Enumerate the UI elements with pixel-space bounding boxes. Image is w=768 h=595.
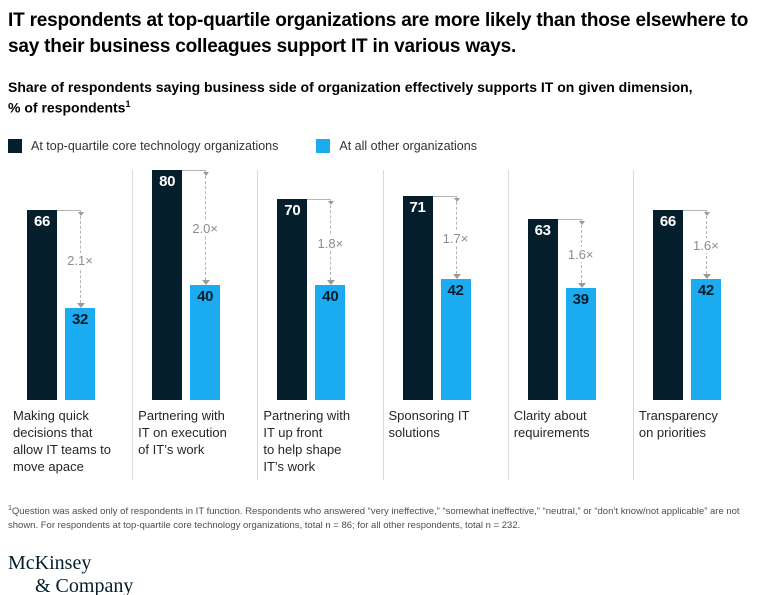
bar-top-quartile: 80 bbox=[152, 170, 183, 401]
multiplier-label: 2.0× bbox=[189, 221, 222, 237]
multiplier-label: 1.8× bbox=[314, 236, 347, 252]
bar-top-quartile: 63 bbox=[527, 219, 558, 401]
bar-value-label: 70 bbox=[284, 202, 301, 220]
connector-line bbox=[307, 199, 332, 201]
chart-group-quick-decisions: 2.1× 66 32 Making quick decisions that a… bbox=[8, 170, 132, 480]
bar-value-label: 40 bbox=[322, 288, 339, 306]
multiplier-label: 1.6× bbox=[564, 247, 597, 263]
bar-value-label: 40 bbox=[197, 288, 214, 306]
chart-subtitle: Share of respondents saying business sid… bbox=[8, 78, 758, 118]
bar-top-quartile: 71 bbox=[402, 196, 433, 401]
bar-value-label: 66 bbox=[659, 213, 676, 231]
arrowhead-down-icon bbox=[452, 274, 461, 280]
bar-pair: 1.6× 63 39 bbox=[527, 170, 628, 401]
bar-pair: 1.8× 70 40 bbox=[277, 170, 377, 401]
arrowhead-down-icon bbox=[77, 303, 85, 309]
footnote-text: Question was asked only of respondents i… bbox=[8, 506, 740, 531]
subtitle-line1: Share of respondents saying business sid… bbox=[8, 79, 693, 96]
bar-all-other: 32 bbox=[65, 308, 95, 401]
chart-group-clarity-requirements: 1.6× 63 39 Clarity about requirements bbox=[507, 170, 633, 481]
chart-group-sponsoring-it: 1.7× 71 42 Sponsoring IT solutions bbox=[382, 170, 508, 481]
bar-pair: 1.6× 66 42 bbox=[652, 170, 753, 401]
bar-value-label: 42 bbox=[697, 282, 714, 300]
arrowhead-top-icon bbox=[203, 172, 210, 177]
connector-line bbox=[682, 210, 707, 212]
bar-all-other: 39 bbox=[565, 288, 596, 401]
bar-pair: 2.1× 66 32 bbox=[27, 170, 127, 401]
mckinsey-logo: McKinsey & Company bbox=[8, 552, 758, 595]
chart-legend: At top-quartile core technology organiza… bbox=[8, 139, 758, 154]
arrowhead-down-icon bbox=[702, 274, 711, 280]
bar-value-label: 63 bbox=[534, 222, 551, 240]
legend-item-top-quartile: At top-quartile core technology organiza… bbox=[8, 139, 279, 154]
connector-line bbox=[182, 170, 207, 172]
footnote: 1Question was asked only of respondents … bbox=[8, 502, 758, 532]
bar-value-label: 66 bbox=[33, 213, 51, 231]
legend-label-top-quartile: At top-quartile core technology organiza… bbox=[31, 139, 279, 154]
chart-group-partnering-up-front: 1.8× 70 40 Partnering with IT up front t… bbox=[257, 170, 382, 481]
category-label: Sponsoring IT solutions bbox=[388, 408, 470, 441]
subtitle-line2: % of respondents bbox=[8, 99, 126, 116]
multiplier-label: 1.7× bbox=[439, 231, 472, 247]
arrowhead-top-icon bbox=[78, 212, 84, 217]
category-label: Making quick decisions that allow IT tea… bbox=[13, 408, 112, 475]
category-label: Partnering with IT on execution of IT’s … bbox=[138, 408, 227, 458]
chart-group-partnering-execution: 2.0× 80 40 Partnering with IT on executi… bbox=[132, 170, 257, 481]
connector-line bbox=[432, 196, 457, 198]
bar-chart: 2.1× 66 32 Making quick decisions that a… bbox=[8, 170, 758, 481]
bar-value-label: 39 bbox=[572, 291, 589, 309]
subtitle-footnote-marker: 1 bbox=[125, 98, 131, 109]
bar-value-label: 42 bbox=[447, 282, 464, 300]
bar-top-quartile: 66 bbox=[27, 210, 57, 401]
category-label: Clarity about requirements bbox=[513, 408, 590, 441]
multiplier-label: 1.6× bbox=[690, 238, 722, 254]
connector-line bbox=[557, 219, 582, 221]
legend-swatch-dark-icon bbox=[8, 139, 22, 154]
footnote-marker: 1 bbox=[8, 505, 12, 513]
bar-top-quartile: 70 bbox=[277, 199, 308, 401]
logo-line1: McKinsey bbox=[8, 552, 92, 575]
legend-item-all-other: At all other organizations bbox=[316, 139, 477, 154]
logo-line2: & Company bbox=[35, 575, 134, 595]
category-label: Transparency on priorities bbox=[638, 408, 718, 441]
arrowhead-down-icon bbox=[202, 280, 211, 286]
bar-top-quartile: 66 bbox=[652, 210, 683, 401]
chart-title: IT respondents at top-quartile organizat… bbox=[8, 10, 749, 57]
legend-swatch-blue-icon bbox=[316, 139, 331, 154]
arrowhead-top-icon bbox=[328, 201, 335, 206]
bar-value-label: 80 bbox=[159, 173, 176, 191]
bar-pair: 2.0× 80 40 bbox=[152, 170, 252, 401]
connector-line bbox=[57, 210, 81, 212]
legend-label-all-other: At all other organizations bbox=[339, 139, 477, 154]
bar-value-label: 71 bbox=[409, 199, 426, 217]
arrowhead-top-icon bbox=[703, 212, 710, 217]
arrowhead-down-icon bbox=[577, 283, 586, 289]
bar-all-other: 42 bbox=[440, 279, 471, 401]
multiplier-label: 2.1× bbox=[64, 253, 96, 269]
bar-all-other: 40 bbox=[315, 285, 346, 401]
bar-all-other: 40 bbox=[190, 285, 221, 401]
chart-group-transparency-priorities: 1.6× 66 42 Transparency on priorities bbox=[632, 170, 758, 481]
bar-pair: 1.7× 71 42 bbox=[402, 170, 503, 401]
arrowhead-top-icon bbox=[453, 198, 460, 203]
arrowhead-down-icon bbox=[327, 280, 336, 286]
bar-all-other: 42 bbox=[690, 279, 721, 401]
arrowhead-top-icon bbox=[578, 221, 585, 226]
category-label: Partnering with IT up front to help shap… bbox=[263, 408, 351, 475]
bar-value-label: 32 bbox=[71, 311, 89, 329]
